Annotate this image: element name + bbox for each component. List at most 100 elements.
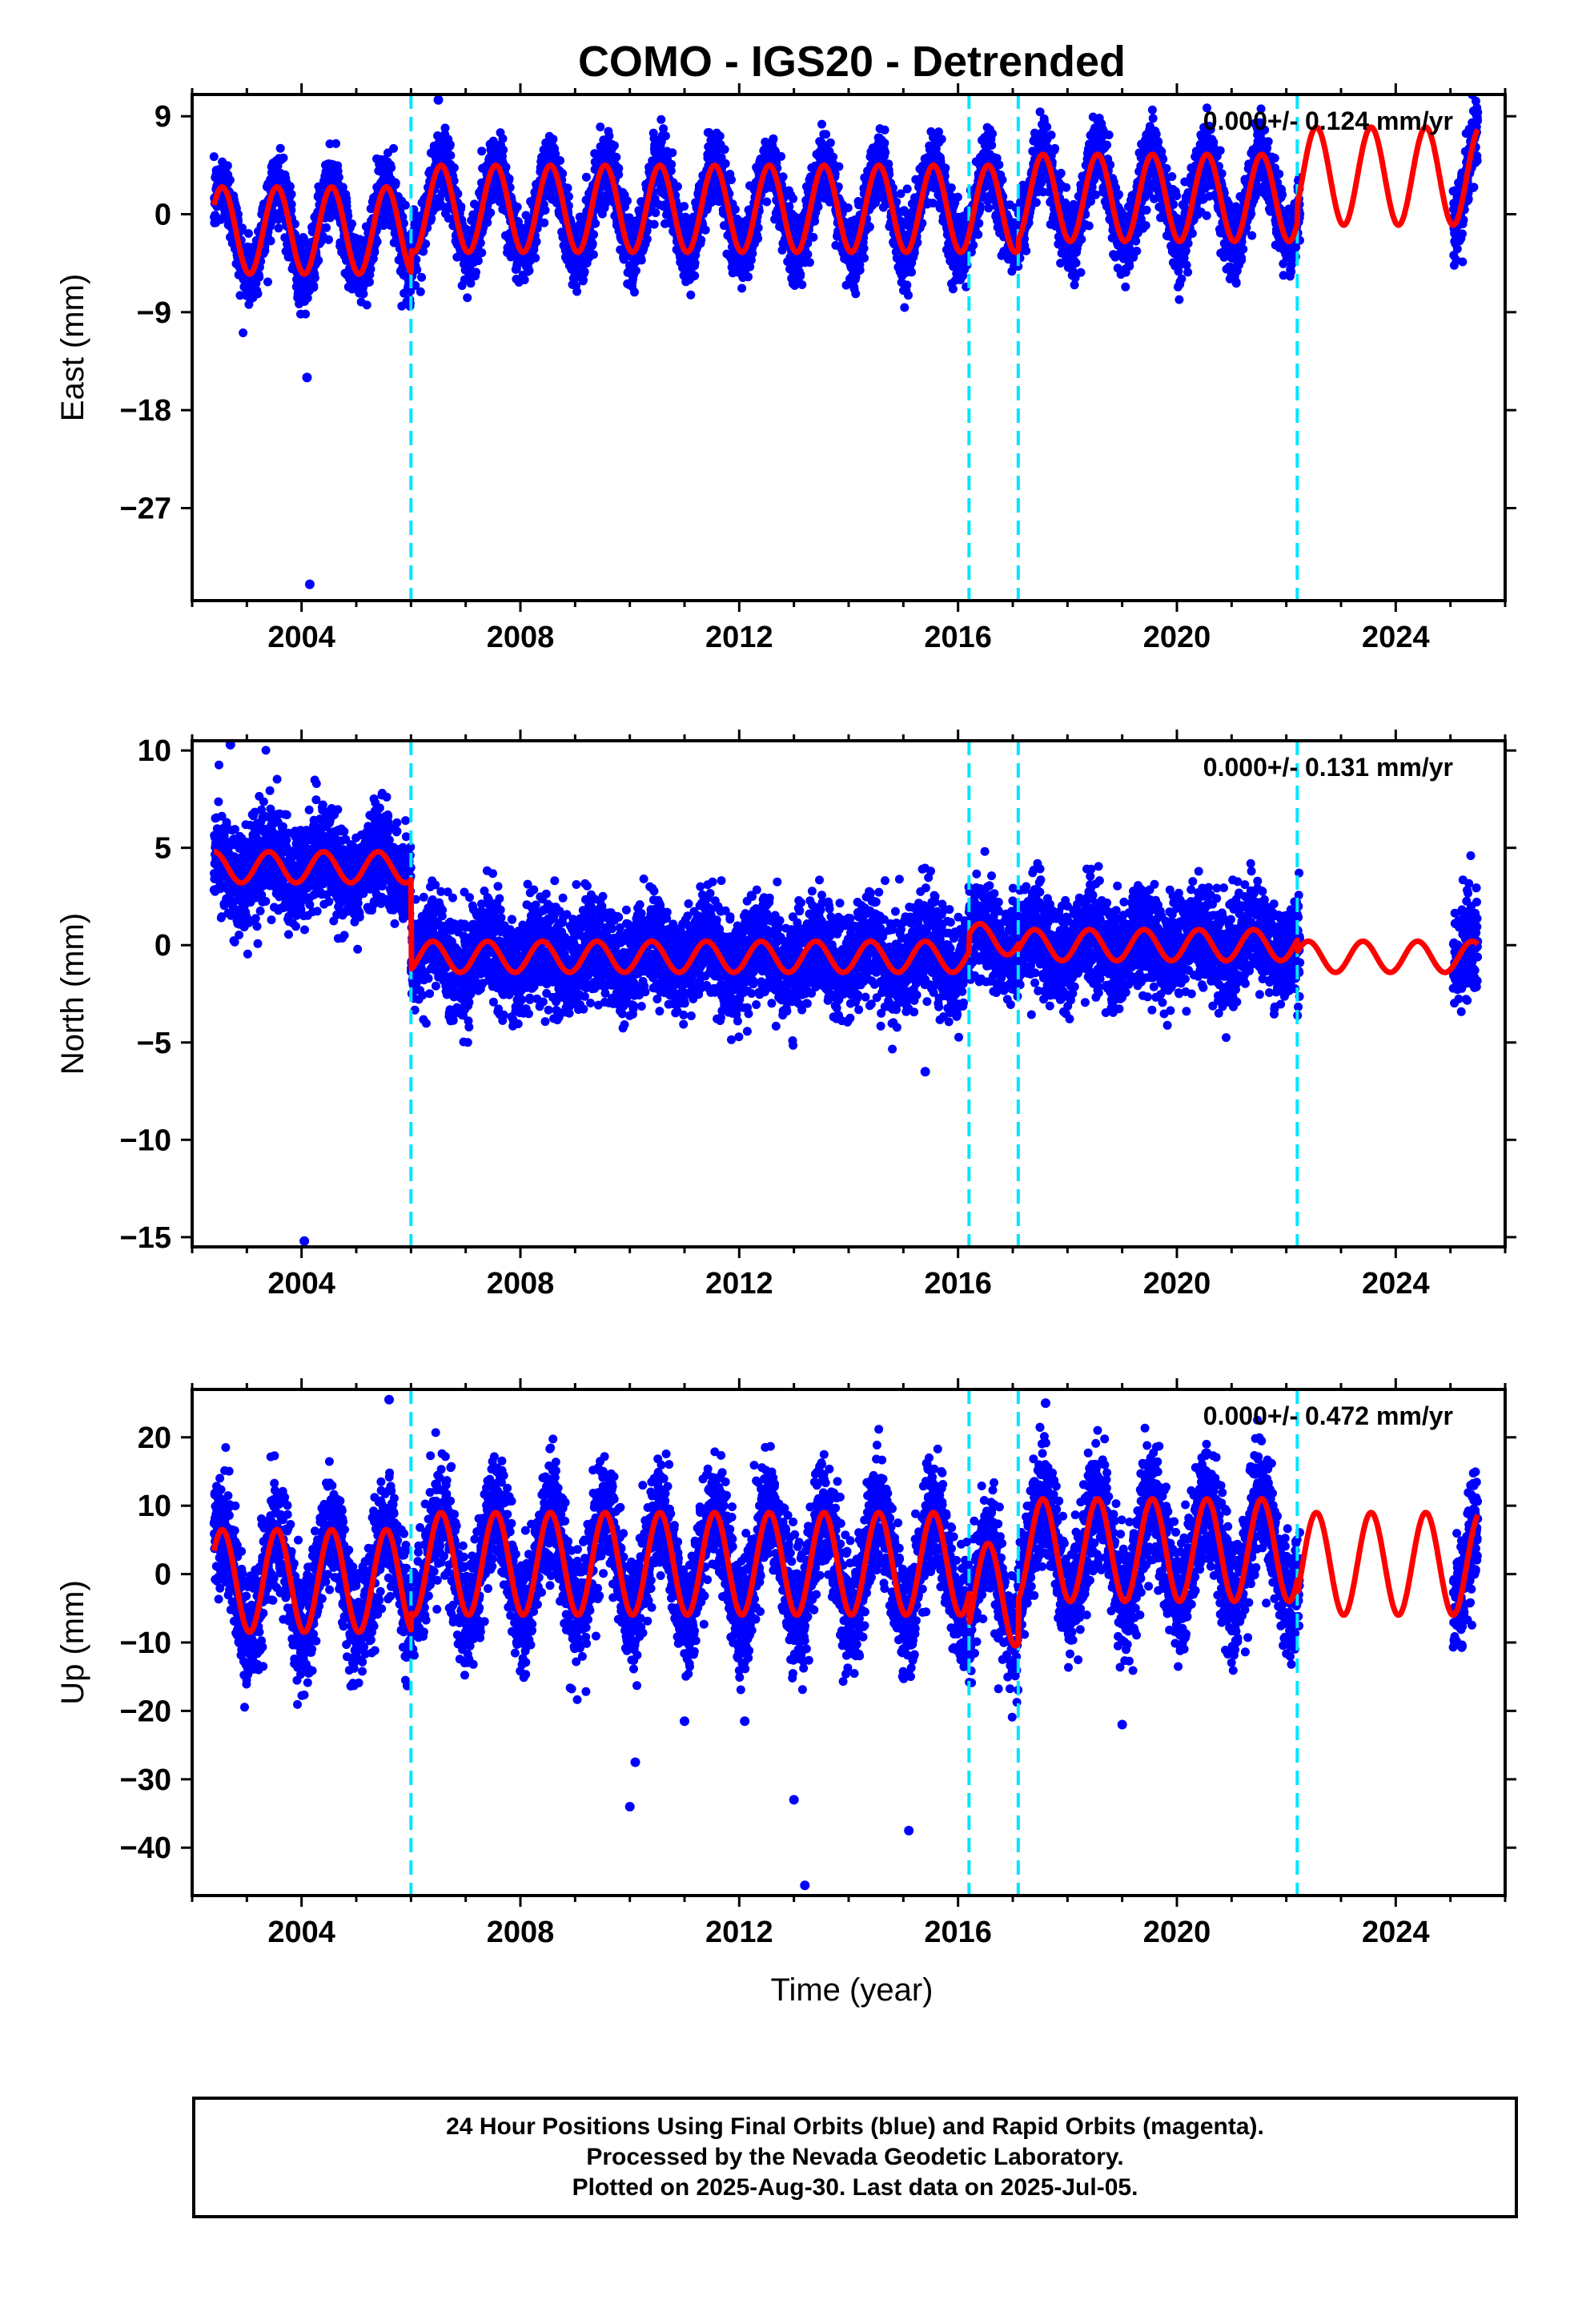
data-point <box>548 135 558 144</box>
data-point <box>796 270 805 279</box>
data-point <box>275 143 285 153</box>
data-point <box>748 249 757 259</box>
data-point <box>860 253 869 263</box>
data-point <box>609 141 619 151</box>
data-point <box>797 280 807 289</box>
data-point <box>730 205 740 214</box>
data-point <box>456 202 466 211</box>
data-point <box>777 151 786 161</box>
data-point <box>697 235 706 245</box>
data-point <box>225 175 235 185</box>
data-point <box>370 247 379 257</box>
data-point <box>769 134 778 143</box>
data-point <box>902 280 912 290</box>
data-point <box>279 153 288 163</box>
data-point <box>859 243 869 253</box>
data-point <box>789 194 798 203</box>
data-point <box>463 293 472 303</box>
data-point <box>686 290 696 300</box>
data-point <box>338 183 347 192</box>
data-point <box>322 223 331 232</box>
data-point <box>649 219 659 229</box>
data-point <box>596 123 605 131</box>
data-point <box>260 246 270 255</box>
data-point <box>531 253 540 263</box>
data-point <box>656 115 666 124</box>
data-point <box>715 131 725 141</box>
data-point <box>310 273 319 283</box>
data-point <box>239 328 248 338</box>
data-point <box>266 236 275 246</box>
data-point <box>941 163 950 173</box>
data-point <box>309 283 319 292</box>
data-point <box>581 172 591 182</box>
data-point <box>556 156 564 165</box>
data-point <box>476 238 485 247</box>
data-point <box>540 218 549 227</box>
data-point <box>440 123 450 133</box>
data-point <box>209 152 219 162</box>
data-point <box>623 196 632 206</box>
data-point <box>416 287 425 296</box>
data-point <box>274 223 283 233</box>
data-point <box>347 219 357 228</box>
data-point <box>865 222 874 231</box>
data-point <box>287 199 296 209</box>
data-point <box>243 229 253 238</box>
data-point <box>721 159 730 168</box>
data-point <box>253 289 263 299</box>
data-point <box>512 203 522 211</box>
data-point <box>851 289 861 299</box>
data-point <box>580 267 589 276</box>
data-point <box>520 275 529 284</box>
data-point <box>661 131 670 141</box>
data-point <box>477 248 487 258</box>
data-point <box>612 152 621 162</box>
data-point <box>880 125 889 135</box>
chart-title: COMO - IGS20 - Detrended <box>578 38 1126 86</box>
data-point <box>667 159 677 169</box>
data-point <box>642 235 652 244</box>
data-point <box>524 266 534 275</box>
data-point <box>843 203 853 212</box>
data-point <box>314 255 323 265</box>
data-point <box>387 163 396 172</box>
data-point <box>589 230 599 239</box>
data-point <box>834 162 844 171</box>
data-point <box>365 277 374 287</box>
data-point <box>720 145 729 155</box>
data-point <box>343 211 353 221</box>
data-point <box>359 289 368 299</box>
data-point <box>532 237 541 247</box>
data-point <box>614 163 624 173</box>
data-point <box>855 265 865 275</box>
data-point <box>445 140 455 150</box>
data-point <box>449 163 459 172</box>
data-point <box>331 139 341 148</box>
data-point <box>636 255 646 265</box>
data-point <box>411 281 420 290</box>
data-point <box>303 293 312 303</box>
data-point <box>486 208 496 218</box>
data-point <box>753 234 763 243</box>
data-point <box>591 219 600 228</box>
data-point <box>499 145 508 155</box>
data-point <box>785 202 794 211</box>
data-point <box>477 147 487 156</box>
data-point <box>563 183 572 193</box>
data-point <box>498 134 508 143</box>
data-point <box>825 138 835 147</box>
data-point <box>473 256 483 266</box>
data-point <box>372 237 382 247</box>
data-point <box>953 192 962 202</box>
data-point <box>902 184 912 194</box>
data-point <box>453 189 463 199</box>
data-point <box>287 190 296 199</box>
data-point <box>255 272 264 282</box>
data-point <box>234 210 243 219</box>
data-point <box>881 147 890 157</box>
data-point <box>472 267 480 277</box>
data-point <box>805 258 814 267</box>
data-point <box>753 223 763 232</box>
data-point <box>810 216 820 226</box>
